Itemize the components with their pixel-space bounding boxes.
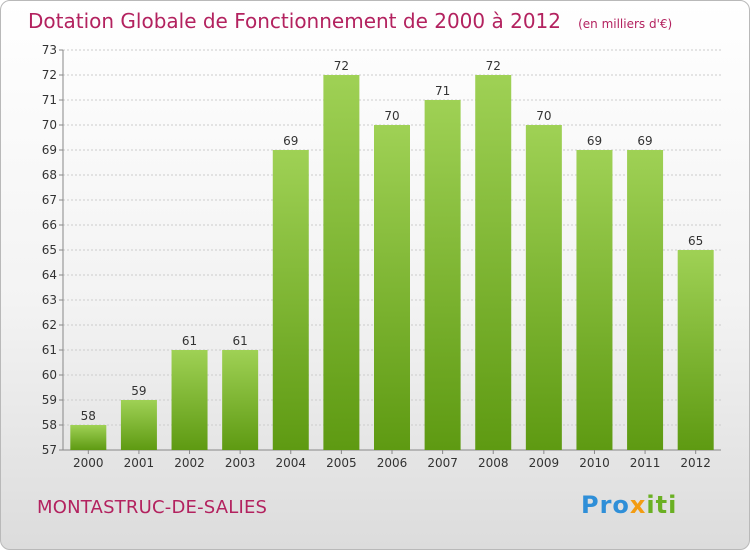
title-text: Dotation Globale de Fonctionnement de 20… — [28, 9, 561, 33]
value-label-2000: 58 — [81, 409, 96, 423]
y-tick-label: 57 — [42, 443, 57, 457]
y-tick-label: 65 — [42, 243, 57, 257]
value-label-2011: 69 — [637, 134, 652, 148]
bar-2003 — [222, 350, 259, 450]
x-tick-label-2010: 2010 — [579, 456, 610, 470]
value-label-2010: 69 — [587, 134, 602, 148]
unit-text: (en milliers d'€) — [578, 17, 673, 31]
x-tick-label-2002: 2002 — [174, 456, 205, 470]
x-tick-label-2009: 2009 — [529, 456, 560, 470]
bar-2000 — [70, 425, 107, 450]
value-label-2001: 59 — [131, 384, 146, 398]
y-tick-label: 61 — [42, 343, 57, 357]
value-label-2008: 72 — [486, 59, 501, 73]
value-label-2006: 70 — [384, 109, 399, 123]
value-label-2012: 65 — [688, 234, 703, 248]
value-label-2007: 71 — [435, 84, 450, 98]
x-tick-label-2005: 2005 — [326, 456, 357, 470]
x-tick-label-2006: 2006 — [377, 456, 408, 470]
y-tick-label: 58 — [42, 418, 57, 432]
y-tick-label: 63 — [42, 293, 57, 307]
y-tick-label: 60 — [42, 368, 57, 382]
x-tick-label-2008: 2008 — [478, 456, 509, 470]
bar-2009 — [525, 125, 562, 450]
value-label-2004: 69 — [283, 134, 298, 148]
bar-2010 — [576, 150, 613, 450]
bar-2006 — [374, 125, 410, 450]
y-tick-label: 66 — [42, 218, 57, 232]
value-label-2009: 70 — [536, 109, 551, 123]
y-tick-label: 59 — [42, 393, 57, 407]
bar-2007 — [424, 100, 461, 450]
y-tick-label: 70 — [42, 118, 57, 132]
bar-2008 — [475, 75, 512, 450]
x-tick-label-2000: 2000 — [73, 456, 104, 470]
y-tick-label: 62 — [42, 318, 57, 332]
x-tick-label-2012: 2012 — [680, 456, 711, 470]
bar-2011 — [627, 150, 664, 450]
chart-title: Dotation Globale de Fonctionnement de 20… — [28, 9, 672, 33]
proxiti-logo: Proxiti — [581, 491, 678, 519]
bar-2012 — [677, 250, 714, 450]
bar-2005 — [323, 75, 360, 450]
x-tick-label-2004: 2004 — [275, 456, 306, 470]
bar-2002 — [171, 350, 208, 450]
y-tick-label: 69 — [42, 143, 57, 157]
bar-2001 — [120, 400, 157, 450]
value-label-2005: 72 — [334, 59, 349, 73]
y-tick-label: 71 — [42, 93, 57, 107]
value-label-2002: 61 — [182, 334, 197, 348]
x-tick-label-2001: 2001 — [124, 456, 155, 470]
y-tick-label: 73 — [42, 43, 57, 57]
y-tick-label: 67 — [42, 193, 57, 207]
y-tick-label: 72 — [42, 68, 57, 82]
commune-name: MONTASTRUC-DE-SALIES — [37, 497, 268, 518]
y-tick-label: 68 — [42, 168, 57, 182]
x-tick-label-2003: 2003 — [225, 456, 256, 470]
x-tick-label-2007: 2007 — [427, 456, 458, 470]
bar-2004 — [272, 150, 309, 450]
y-tick-label: 64 — [42, 268, 57, 282]
value-label-2003: 61 — [233, 334, 248, 348]
x-tick-label-2011: 2011 — [630, 456, 661, 470]
